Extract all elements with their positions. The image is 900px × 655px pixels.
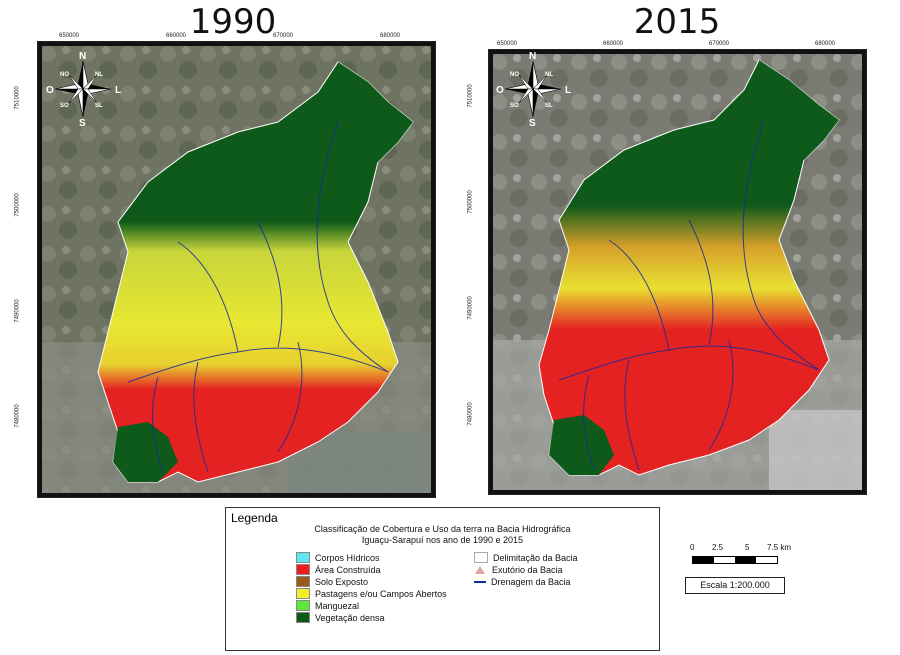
x-tick-1990-3: 680000 [380,33,401,39]
triangle-icon [475,566,485,574]
basin-1990[interactable] [97,61,414,483]
year-title-2015: 2015 [633,2,721,42]
swatch-area-construida [296,564,310,575]
compass-n-2015: N [529,51,536,62]
map-1990-canvas: N S L O NL NO SL SO [38,42,435,497]
swatch-vegetacao-densa [296,612,310,623]
legend-item-corpos-hidricos: Corpos Hídricos [296,552,380,563]
basin-2015[interactable] [538,59,840,476]
compass-se-2015: SL [545,103,553,109]
compass-ne-2015: NL [545,72,553,78]
compass-rose-1990 [54,60,112,118]
scale-tick-2: 5 [745,543,750,552]
legend-item-pastagens: Pastagens e/ou Campos Abertos [296,588,447,599]
compass-s-2015: S [529,118,536,129]
y-tick-1990-0: 7510000 [14,86,21,110]
x-tick-2015-1: 660000 [603,41,624,47]
compass-w-2015: O [496,85,504,96]
legend-label: Vegetação densa [315,612,385,623]
legend-label: Delimitação da Bacia [493,552,578,563]
compass-s: S [79,118,86,129]
map-2015[interactable]: N S L O NL NO SL SO [488,49,867,495]
x-tick-2015-2: 670000 [709,41,730,47]
compass-sw-2015: SO [510,103,519,109]
swatch-pastagens [296,588,310,599]
y-tick-1990-1: 7500000 [14,193,21,217]
legend-item-exutorio: Exutório da Bacia [474,565,563,575]
map-1990[interactable]: N S L O NL NO SL SO [37,41,436,498]
legend-panel: Legenda Classificação de Cobertura e Uso… [225,507,660,651]
y-tick-1990-2: 7490000 [14,299,21,323]
y-tick-2015-1: 7500000 [467,190,474,214]
compass-rose-2015 [504,60,562,118]
legend-label: Pastagens e/ou Campos Abertos [315,588,447,599]
compass-nw-2015: NO [510,72,519,78]
legend-item-vegetacao-densa: Vegetação densa [296,612,385,623]
legend-item-solo-exposto: Solo Exposto [296,576,368,587]
legend-item-manguezal: Manguezal [296,600,359,611]
scale-tick-1: 2.5 [712,543,724,552]
swatch-solo-exposto [296,576,310,587]
legend-label: Manguezal [315,600,360,611]
swatch-manguezal [296,600,310,611]
legend-label: Solo Exposto [315,576,369,587]
compass-w: O [46,85,54,96]
scale-tick-0: 0 [690,543,695,552]
map-2015-canvas: N S L O NL NO SL SO [489,50,866,494]
compass-sw: SO [60,103,69,109]
x-tick-1990-0: 650000 [59,33,80,39]
swatch-corpos-hidricos [296,552,310,563]
x-tick-2015-3: 680000 [815,41,836,47]
compass-ne: NL [95,72,103,78]
x-tick-2015-0: 650000 [497,41,518,47]
legend-subtitle-1: Classificação de Cobertura e Uso da terr… [314,524,571,534]
y-tick-2015-0: 7510000 [467,84,474,108]
legend-item-area-construida: Área Construída [296,564,381,575]
compass-e: L [115,85,121,96]
legend-title: Legenda [231,511,278,525]
scale-tick-3: 7.5 km [767,543,792,552]
x-tick-1990-1: 660000 [166,33,187,39]
x-tick-1990-2: 670000 [273,33,294,39]
line-icon [474,581,486,583]
legend-subtitle-2: Iguaçu-Sarapuí nos ano de 1990 e 2015 [361,535,524,545]
compass-n: N [79,51,86,62]
legend-label: Drenagem da Bacia [491,577,571,587]
y-tick-1990-3: 7480000 [14,404,21,428]
scale-text: Escala 1:200.000 [685,577,785,594]
legend-item-drenagem: Drenagem da Bacia [474,577,571,587]
compass-se: SL [95,103,103,109]
legend-label: Área Construída [315,564,381,575]
year-title-1990: 1990 [189,2,277,42]
swatch-delimitacao [474,552,488,563]
compass-nw: NO [60,72,69,78]
compass-e-2015: L [565,85,571,96]
legend-label: Exutório da Bacia [492,565,563,575]
legend-label: Corpos Hídricos [315,552,380,563]
y-tick-2015-2: 7490000 [467,296,474,320]
legend-item-delimitacao: Delimitação da Bacia [474,552,578,563]
y-tick-2015-3: 7480000 [467,402,474,426]
